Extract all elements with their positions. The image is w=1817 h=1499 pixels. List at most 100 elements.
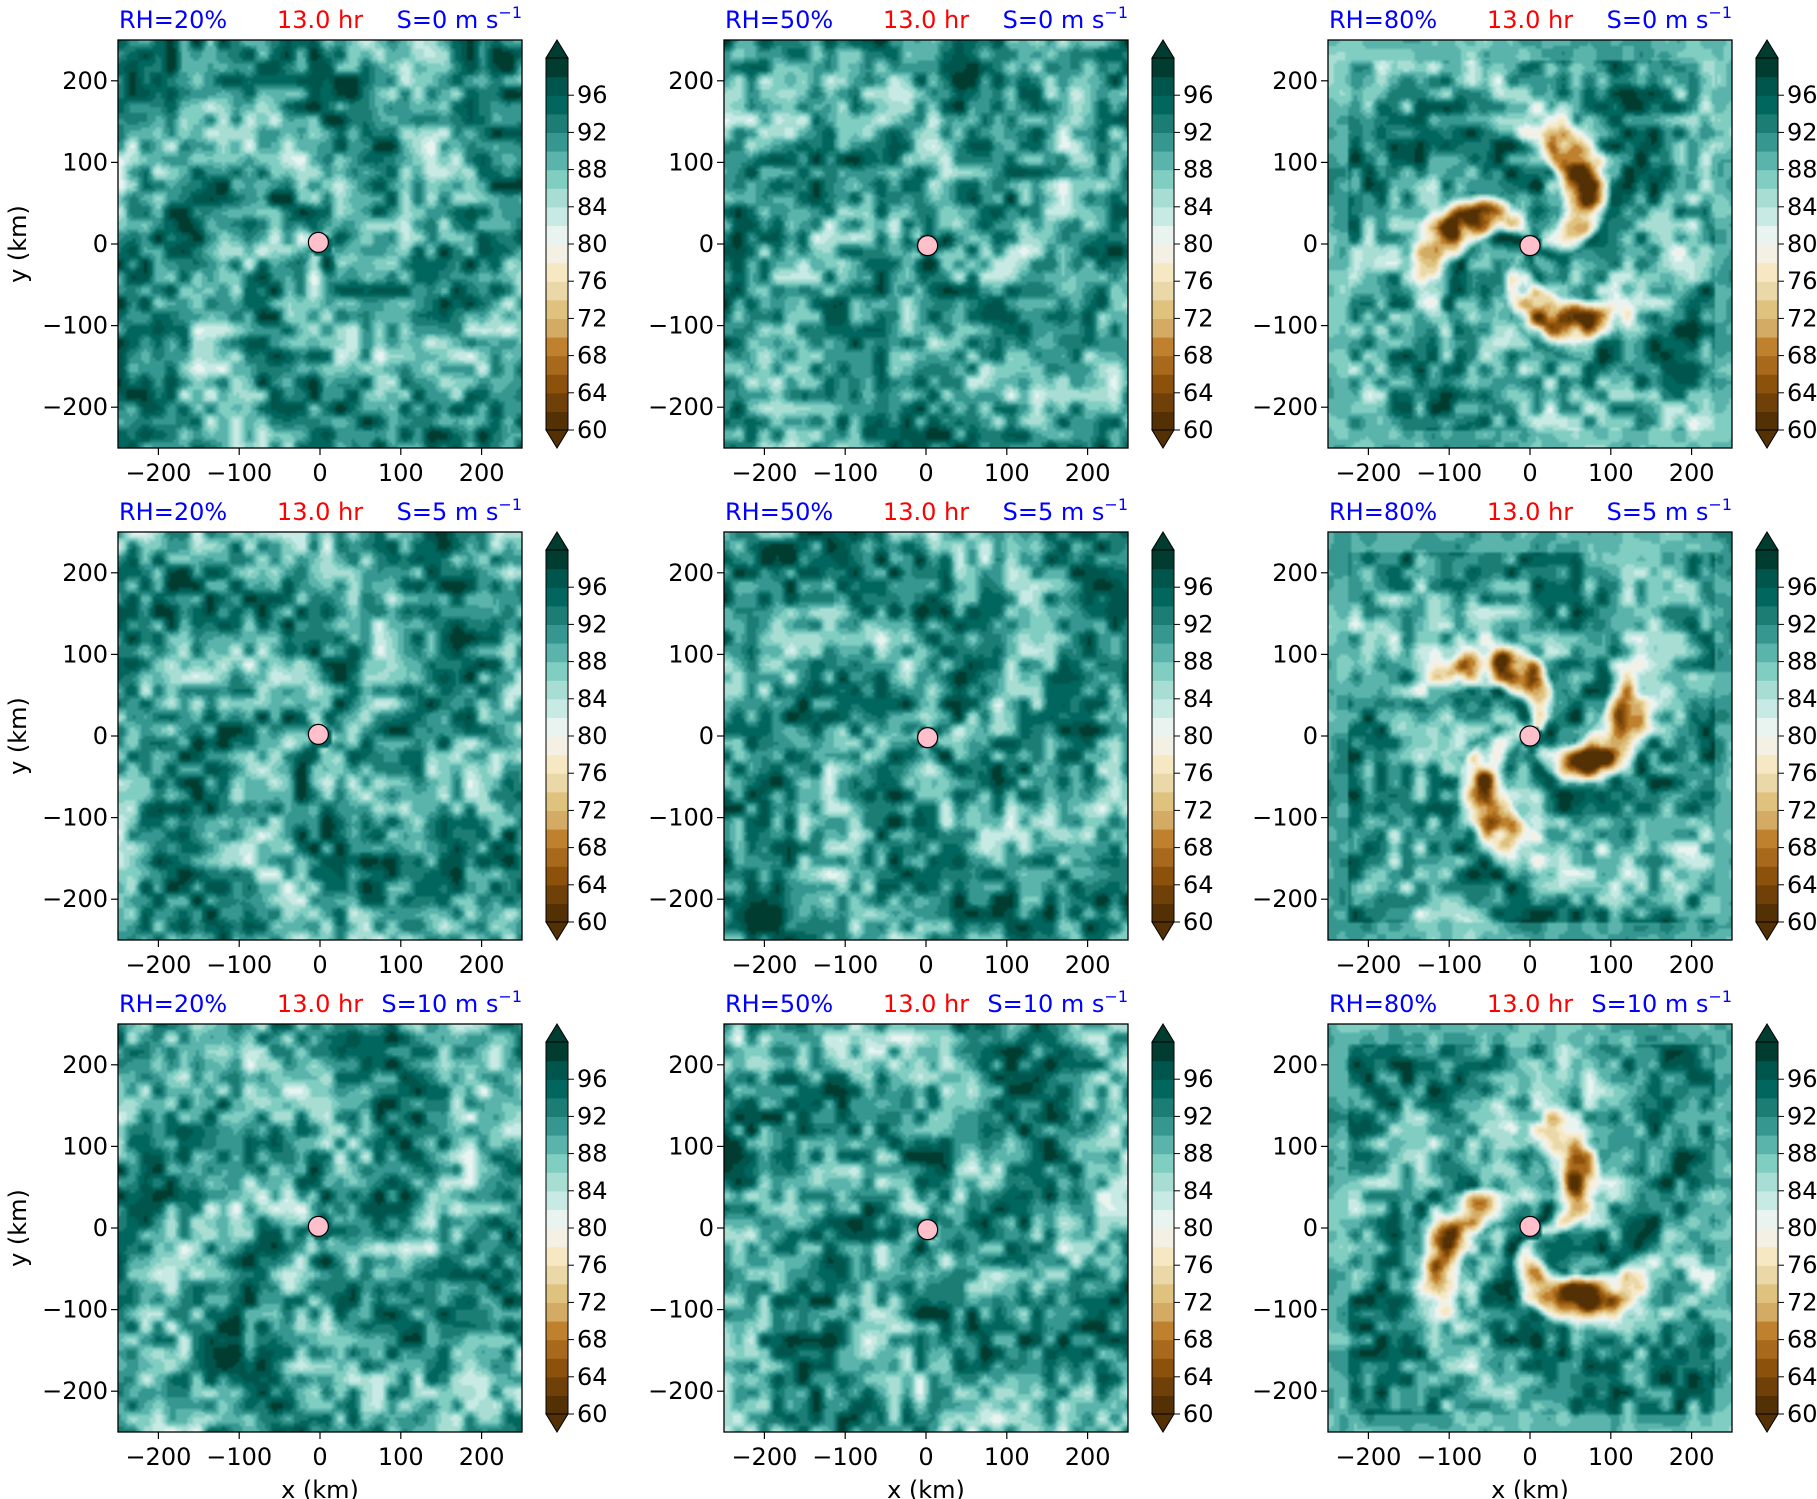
panel-title-shear: S=10 m s−1 — [381, 987, 522, 1018]
storm-center-marker — [1519, 235, 1541, 257]
colorbar-tick-label: 64 — [577, 379, 608, 407]
colorbar-extend-top — [545, 39, 569, 59]
x-tick-label: 0 — [1522, 1443, 1537, 1471]
colorbar-tick-label: 64 — [577, 1363, 608, 1391]
x-tick-label: 100 — [378, 951, 424, 979]
y-tick-label: −200 — [1252, 885, 1318, 913]
colorbar-segment — [1152, 717, 1174, 737]
colorbar-segment — [1756, 568, 1778, 588]
colorbar-segment — [546, 1135, 568, 1155]
colorbar-segment — [1152, 587, 1174, 607]
colorbar-tick-label: 72 — [577, 796, 608, 824]
colorbar-tick-label: 72 — [1787, 796, 1817, 824]
panel-title-time: 13.0 hr — [1487, 990, 1573, 1018]
panel-4: −200 −100 0 100 200 200 100 0 −100 −200 y (km) RH=2… — [4, 495, 608, 979]
storm-center-marker — [1519, 725, 1541, 747]
y-tick-label: −200 — [1252, 393, 1318, 421]
x-tick-label: 100 — [984, 951, 1030, 979]
x-tick-label: 100 — [984, 459, 1030, 487]
y-tick-label: 200 — [1272, 559, 1318, 587]
y-tick-label: −200 — [42, 885, 108, 913]
colorbar-segment — [1756, 829, 1778, 849]
shear-label: S=5 m s — [1607, 498, 1709, 526]
shear-label: S=5 m s — [1003, 498, 1105, 526]
colorbar-tick-label: 60 — [1183, 908, 1214, 936]
colorbar-segment — [546, 1042, 568, 1062]
colorbar-segment — [1756, 736, 1778, 756]
colorbar-tick-label: 68 — [1183, 834, 1214, 862]
colorbar-tick-label: 60 — [1183, 416, 1214, 444]
colorbar-tick-label: 76 — [577, 759, 608, 787]
colorbar-extend-top — [545, 1023, 569, 1043]
colorbar-segment — [1756, 374, 1778, 394]
colorbar-tick-label: 60 — [1787, 416, 1817, 444]
colorbar-tick-label: 96 — [577, 573, 608, 601]
colorbar-segment — [546, 1190, 568, 1210]
colorbar-tick-label: 96 — [577, 1065, 608, 1093]
x-tick-label: −100 — [206, 1443, 272, 1471]
colorbar-segment — [1152, 392, 1174, 412]
colorbar-segment — [1756, 1283, 1778, 1303]
colorbar-tick-label: 84 — [1183, 685, 1214, 713]
panel-2: −200 −100 0 100 200 200 100 0 −100 −200 RH=50% 13.0… — [648, 3, 1213, 487]
colorbar-tick-label: 80 — [577, 722, 608, 750]
panel-6: −200 −100 0 100 200 200 100 0 −100 −200 RH=80% 13.0… — [1252, 495, 1817, 979]
colorbar-tick-label: 72 — [577, 1288, 608, 1316]
colorbar-segment — [1756, 680, 1778, 700]
colorbar-extend-bottom — [1755, 921, 1779, 941]
storm-center-marker — [1519, 1215, 1541, 1237]
x-tick-label: 100 — [378, 459, 424, 487]
colorbar-segment — [546, 1395, 568, 1415]
colorbar-tick-label: 88 — [577, 1140, 608, 1168]
colorbar-segment — [1756, 1265, 1778, 1285]
colorbar-segment — [546, 337, 568, 357]
colorbar-segment — [1152, 337, 1174, 357]
shear-label: S=0 m s — [397, 6, 499, 34]
colorbar-tick-label: 68 — [1787, 834, 1817, 862]
colorbar-tick-label: 88 — [1183, 1140, 1214, 1168]
colorbar-tick-label: 92 — [577, 610, 608, 638]
colorbar-segment — [1152, 1079, 1174, 1099]
colorbar-segment — [1756, 169, 1778, 189]
colorbar-tick-label: 88 — [1787, 156, 1817, 184]
shear-exponent: −1 — [1708, 495, 1732, 514]
x-tick-label: −200 — [731, 1443, 797, 1471]
colorbar-segment — [1152, 355, 1174, 375]
panel-title-time: 13.0 hr — [277, 990, 363, 1018]
colorbar-segment — [546, 374, 568, 394]
colorbar-segment — [1756, 1302, 1778, 1322]
colorbar-segment — [1152, 206, 1174, 226]
colorbar-segment — [1152, 1302, 1174, 1322]
colorbar-tick-label: 68 — [1787, 1326, 1817, 1354]
colorbar-segment — [546, 76, 568, 96]
colorbar-segment — [1152, 1060, 1174, 1080]
colorbar-segment — [1152, 680, 1174, 700]
colorbar-extend-top — [1755, 39, 1779, 59]
colorbar-segment — [1152, 1321, 1174, 1341]
x-tick-label: 0 — [918, 459, 933, 487]
x-tick-label: −200 — [1335, 459, 1401, 487]
colorbar-segment — [1756, 1228, 1778, 1248]
colorbar-segment — [1756, 847, 1778, 867]
panel-title-shear: S=5 m s−1 — [397, 495, 522, 526]
x-tick-label: −200 — [1335, 1443, 1401, 1471]
y-tick-label: 0 — [1303, 230, 1318, 258]
colorbar-segment — [546, 1079, 568, 1099]
colorbar-segment — [1756, 206, 1778, 226]
colorbar-segment — [1152, 1246, 1174, 1266]
x-tick-label: 0 — [1522, 951, 1537, 979]
colorbar-extend-bottom — [545, 1413, 569, 1433]
colorbar-extend-bottom — [1755, 1413, 1779, 1433]
y-tick-label: −100 — [1252, 312, 1318, 340]
colorbar-tick-label: 96 — [1183, 1065, 1214, 1093]
colorbar-segment — [546, 113, 568, 133]
colorbar-segment — [1756, 355, 1778, 375]
colorbar-segment — [546, 1246, 568, 1266]
colorbar-segment — [1756, 1153, 1778, 1173]
colorbar-segment — [1756, 95, 1778, 115]
colorbar-tick-label: 80 — [1787, 1214, 1817, 1242]
colorbar-segment — [1152, 76, 1174, 96]
colorbar-extend-bottom — [1151, 921, 1175, 941]
colorbar-segment — [1152, 188, 1174, 208]
colorbar-tick-label: 64 — [1787, 871, 1817, 899]
